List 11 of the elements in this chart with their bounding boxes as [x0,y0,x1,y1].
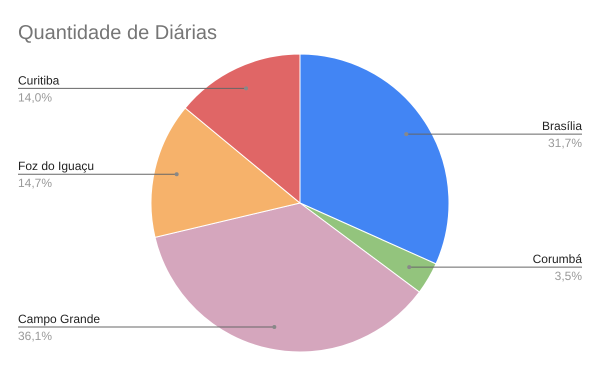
data-label: 14,0% [18,90,52,104]
slice-label: Foz do Iguaçu [18,159,94,174]
data-label: 14,7% [18,176,52,190]
slice-label: Campo Grande [18,312,100,326]
data-label: 31,7% [548,136,582,150]
data-label: 36,1% [18,329,52,344]
chart-title: Quantidade de Diárias [18,22,218,44]
data-label: 3,5% [554,269,582,284]
slice-label: Curitiba [18,73,60,88]
slice-label: Corumbá [532,252,582,266]
slice-label: Brasília [542,119,582,134]
